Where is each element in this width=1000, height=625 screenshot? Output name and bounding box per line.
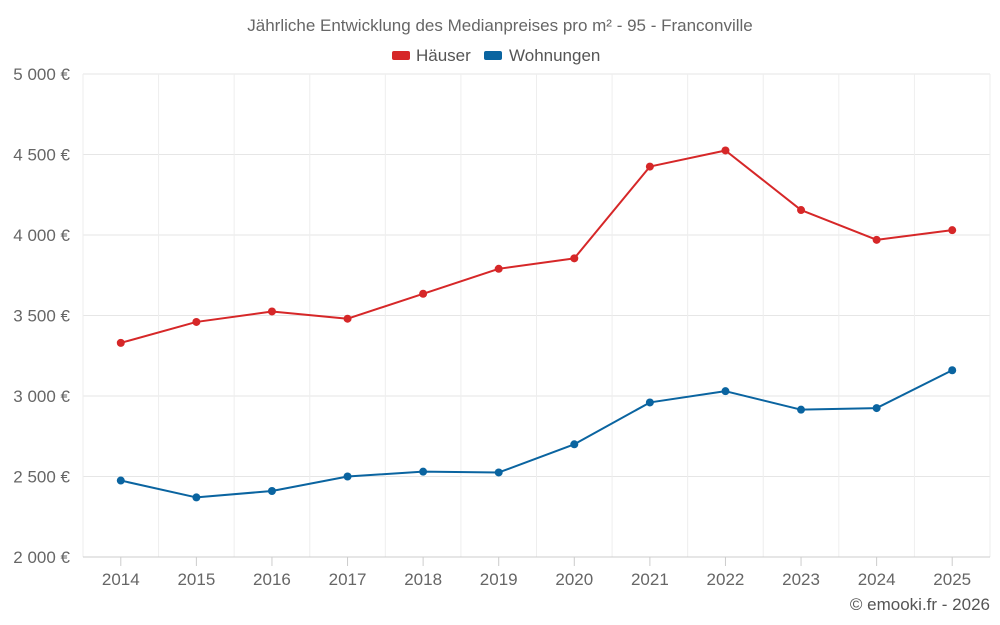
credit-text: © emooki.fr - 2026: [850, 595, 990, 614]
grid: [82, 73, 991, 557]
x-tick-label: 2025: [933, 570, 971, 589]
x-tick-label: 2019: [480, 570, 518, 589]
data-point[interactable]: [570, 440, 579, 449]
data-point[interactable]: [645, 162, 654, 171]
axes: 2 000 € 2 500 € 3 000 € 3 500 € 4 000 € 4 500…: [13, 65, 990, 589]
data-point[interactable]: [872, 404, 881, 413]
legend-item-haeuser[interactable]: Häuser: [392, 46, 471, 65]
data-point[interactable]: [267, 307, 276, 316]
data-point[interactable]: [721, 146, 730, 155]
x-tick-label: 2021: [631, 570, 669, 589]
x-tick-label: 2024: [858, 570, 896, 589]
x-tick-label: 2022: [707, 570, 745, 589]
y-tick-label: 2 500 €: [13, 468, 70, 487]
legend-label-wohnungen: Wohnungen: [509, 46, 600, 65]
legend-swatch-wohnungen: [484, 51, 502, 60]
data-point[interactable]: [948, 226, 957, 235]
series-line[interactable]: [120, 369, 953, 499]
data-point[interactable]: [721, 387, 730, 396]
data-point[interactable]: [192, 317, 201, 326]
data-point[interactable]: [116, 338, 125, 347]
data-point[interactable]: [570, 254, 579, 263]
y-tick-label: 3 000 €: [13, 387, 70, 406]
legend-label-haeuser: Häuser: [416, 46, 471, 65]
data-point[interactable]: [797, 206, 806, 215]
y-tick-label: 4 000 €: [13, 226, 70, 245]
y-tick-label: 5 000 €: [13, 65, 70, 84]
x-tick-label: 2017: [329, 570, 367, 589]
data-point[interactable]: [948, 366, 957, 375]
y-tick-label: 4 500 €: [13, 146, 70, 165]
series-line[interactable]: [120, 149, 953, 344]
x-tick-label: 2015: [177, 570, 215, 589]
data-point[interactable]: [419, 467, 428, 476]
data-point[interactable]: [494, 468, 503, 477]
x-tick-label: 2018: [404, 570, 442, 589]
chart-title: Jährliche Entwicklung des Medianpreises …: [247, 16, 753, 35]
x-tick-label: 2014: [102, 570, 140, 589]
y-tick-label: 2 000 €: [13, 548, 70, 567]
legend-swatch-haeuser: [392, 51, 410, 60]
x-tick-label: 2020: [555, 570, 593, 589]
y-tick-label: 3 500 €: [13, 307, 70, 326]
data-point[interactable]: [419, 289, 428, 298]
series-wohnungen[interactable]: [116, 366, 957, 502]
data-point[interactable]: [343, 314, 352, 323]
data-point[interactable]: [192, 493, 201, 502]
series-haeuser[interactable]: [116, 146, 957, 347]
legend-item-wohnungen[interactable]: Wohnungen: [484, 46, 600, 65]
data-point[interactable]: [343, 472, 352, 481]
x-tick-label: 2023: [782, 570, 820, 589]
data-point[interactable]: [645, 398, 654, 407]
data-point[interactable]: [494, 264, 503, 273]
data-point[interactable]: [116, 476, 125, 485]
data-point[interactable]: [797, 405, 806, 414]
legend[interactable]: Häuser Wohnungen: [392, 46, 600, 65]
data-point[interactable]: [872, 235, 881, 244]
series-layer: [116, 146, 957, 502]
data-point[interactable]: [267, 486, 276, 495]
x-tick-label: 2016: [253, 570, 291, 589]
